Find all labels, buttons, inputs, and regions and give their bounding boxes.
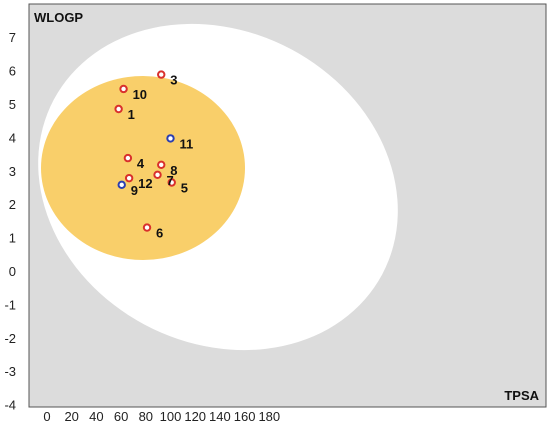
data-point-8 — [157, 160, 166, 169]
x-tick-label: 180 — [258, 409, 280, 424]
y-axis-ticks: -4 -3 -2 -1 0 1 2 3 4 5 6 7 — [4, 30, 16, 412]
y-tick-label: 7 — [9, 30, 16, 45]
data-point-5 — [167, 178, 176, 187]
data-point-11 — [166, 134, 175, 143]
x-tick-label: 80 — [139, 409, 153, 424]
data-point-10 — [119, 84, 128, 94]
x-tick-label: 60 — [114, 409, 128, 424]
data-point-label-4: 4 — [137, 156, 145, 171]
regions — [38, 23, 398, 351]
data-point-label-12: 12 — [138, 176, 152, 191]
x-tick-label: 120 — [184, 409, 206, 424]
y-tick-label: 2 — [9, 197, 16, 212]
data-point-7 — [153, 170, 162, 180]
data-point-6 — [142, 223, 152, 232]
data-point-label-7: 7 — [167, 173, 174, 188]
data-point-label-8: 8 — [170, 163, 177, 178]
y-tick-label: 5 — [9, 97, 16, 112]
data-point-9 — [117, 180, 126, 190]
data-point-12 — [124, 173, 134, 183]
x-tick-label: 160 — [234, 409, 256, 424]
yolk-region — [41, 76, 245, 260]
data-point-label-6: 6 — [156, 226, 163, 241]
y-tick-label: 1 — [9, 231, 16, 246]
data-point-4 — [123, 153, 133, 163]
y-tick-label: -2 — [4, 331, 16, 346]
y-tick-label: -1 — [4, 297, 16, 312]
data-point-label-10: 10 — [133, 87, 147, 102]
x-tick-label: 40 — [89, 409, 103, 424]
x-tick-label: 20 — [64, 409, 78, 424]
y-tick-label: 3 — [9, 164, 16, 179]
data-point-label-11: 11 — [180, 136, 194, 151]
x-axis-title: TPSA — [504, 388, 539, 403]
x-axis-ticks: 0 20 40 60 80 100 120 140 160 180 — [43, 409, 280, 424]
x-tick-label: 140 — [209, 409, 231, 424]
y-axis-title: WLOGP — [34, 10, 83, 25]
data-point-3 — [157, 70, 166, 79]
data-point-label-3: 3 — [170, 73, 177, 88]
y-tick-label: 6 — [9, 64, 16, 79]
data-point-1 — [114, 104, 123, 114]
x-tick-label: 0 — [43, 409, 50, 424]
y-tick-label: -3 — [4, 364, 16, 379]
data-point-label-5: 5 — [181, 180, 188, 195]
y-tick-label: 4 — [9, 130, 16, 145]
y-tick-label: -4 — [4, 398, 16, 413]
data-point-label-9: 9 — [131, 183, 138, 198]
y-tick-label: 0 — [9, 264, 16, 279]
data-point-label-1: 1 — [128, 107, 135, 122]
x-tick-label: 100 — [160, 409, 182, 424]
data-points: 1 3 4 5 6 78 9 10 11 12 — [114, 70, 194, 241]
